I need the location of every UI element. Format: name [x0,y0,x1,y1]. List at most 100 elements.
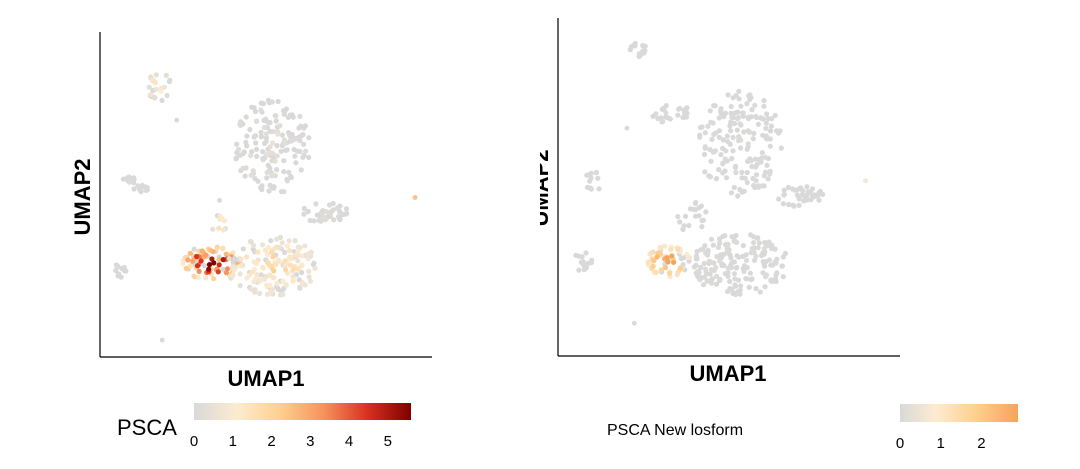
cell-point [744,146,750,152]
cell-point [290,114,296,120]
cell-point [780,274,786,280]
cell-point [668,247,674,253]
cell-point [288,174,294,181]
cell-point [240,165,246,171]
cell-point [330,207,336,213]
cell-point [267,144,273,150]
cell-point [275,131,281,137]
cell-point [214,244,220,250]
cell-point [682,110,688,116]
cell-point [794,192,800,198]
color-scale-tick-label: 3 [306,433,314,450]
cell-point [148,92,154,98]
cell-point [254,153,260,159]
cell-point [699,224,705,230]
cell-point [691,264,697,270]
cell-point [703,269,709,275]
cell-point [753,285,759,292]
cell-point [282,263,288,269]
cell-point [294,148,300,154]
cell-point [717,240,723,246]
cell-point [744,101,750,107]
cell-point [653,111,659,117]
cell-point [713,176,719,182]
cell-point [738,283,744,289]
cell-point [696,213,702,219]
cell-point [774,270,780,276]
cell-point [737,287,743,293]
cell-point [649,250,655,256]
cell-point [253,260,259,267]
cell-point [311,218,317,224]
cell-point [287,262,293,268]
cell-point [248,286,254,292]
cell-point [301,211,307,217]
cell-point [290,277,297,283]
cell-point [725,265,731,271]
cell-point [780,201,786,207]
x-axis-label: UMAP1 [227,366,304,391]
cell-point [706,258,712,264]
cell-point [585,260,591,266]
cell-point [581,266,587,273]
cell-point [717,258,723,264]
cell-point [702,130,708,136]
cell-point [270,128,276,135]
cell-point [298,123,304,129]
cell-point [728,103,734,110]
cell-point [747,157,753,163]
cell-point [266,188,272,194]
cell-point [262,247,269,253]
cell-point [698,203,704,209]
cell-point [749,276,755,282]
cell-point [183,265,189,271]
cell-point [220,266,226,272]
cell-point [624,125,630,131]
cell-point [124,175,130,181]
cell-point [167,77,173,83]
cell-point [191,246,197,252]
cell-point [737,121,743,127]
cell-point [281,169,287,175]
cell-point [588,175,594,181]
cell-point [756,240,762,246]
cell-point [684,105,690,111]
cell-point [804,184,810,190]
cell-point [596,186,602,192]
cell-point [343,206,350,212]
cell-point [671,259,677,265]
cell-point [255,249,261,255]
cell-point [203,252,209,258]
cell-point [305,208,311,214]
cell-point [306,154,312,160]
cell-point [680,226,686,232]
cell-point [735,193,741,199]
cell-point [731,184,737,190]
cell-point [321,214,327,220]
cell-point [272,158,278,164]
cell-point [583,250,589,256]
cell-point [749,245,755,251]
cell-point [727,252,733,258]
cell-point [817,188,823,194]
cell-point [313,201,319,207]
cell-point [292,153,298,159]
cell-point [738,103,744,109]
cell-point [720,137,726,143]
cell-point [153,86,159,92]
cell-point [745,114,751,120]
cell-point [271,268,277,274]
cell-point [739,169,745,175]
cell-point [638,51,645,57]
cell-point [263,131,269,137]
cell-point [686,222,692,229]
cell-point [746,129,752,135]
cell-point [263,151,269,157]
cell-point [709,136,715,142]
cell-point [690,206,696,212]
cell-point [576,267,582,273]
cell-point [669,253,675,259]
cell-point [724,133,730,139]
cell-point [230,259,236,266]
cell-point [268,238,274,244]
